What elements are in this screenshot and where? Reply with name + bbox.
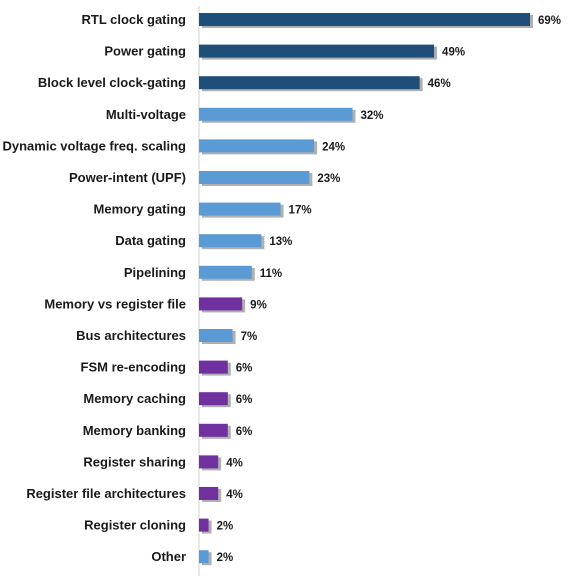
bar [199,107,353,121]
value-label: 4% [226,489,243,501]
bar-row: Register file architectures 4% [26,486,243,502]
value-label: 13% [269,236,292,248]
category-label: RTL clock gating [82,12,187,27]
category-label: Other [151,549,186,564]
category-label: Data gating [115,233,186,248]
bar [199,76,420,90]
bar [199,171,310,184]
bar [199,297,243,311]
bar-row: Other 2% [151,549,234,566]
category-label: Memory vs register file [44,296,186,311]
bar [199,329,233,342]
bar-row: RTL clock gating 69% [82,12,561,28]
value-label: 4% [226,457,243,469]
bar-row: Register sharing 4% [83,454,243,471]
category-label: Memory caching [83,391,186,406]
bar [199,423,228,437]
bar-row: Memory gating 17% [94,202,312,218]
category-label: Register cloning [84,518,186,533]
value-label: 6% [236,394,253,406]
bar-row: Bus architectures 7% [76,328,257,344]
category-label: Block level clock-gating [38,75,186,90]
value-label: 49% [442,47,465,59]
bar-row: Block level clock-gating 46% [38,75,451,92]
category-label: Register file architectures [26,486,186,501]
bar [199,455,219,469]
value-label: 69% [538,15,561,27]
bar-row: Dynamic voltage freq. scaling 24% [2,138,345,155]
value-label: 17% [289,205,312,217]
value-label: 23% [317,173,340,185]
bar-row: Pipelining 11% [124,265,282,281]
bar [199,392,228,406]
category-label: Register sharing [83,454,186,469]
bar [199,139,315,153]
value-label: 2% [217,521,234,533]
bar [199,265,252,279]
value-label: 6% [236,426,253,438]
category-label: Bus architectures [76,328,186,343]
bar-row: Memory banking 6% [83,423,253,439]
bar [199,234,262,248]
value-label: 2% [217,552,234,564]
bar-row: FSM re-encoding 6% [81,360,253,376]
bar [199,44,435,58]
category-label: Dynamic voltage freq. scaling [2,138,186,153]
bar [199,487,219,500]
bar-row: Data gating 13% [115,233,292,250]
bar-row: Memory caching 6% [83,391,253,408]
value-label: 32% [361,110,384,122]
bar-row: Power gating 49% [104,44,465,60]
value-label: 24% [322,141,345,153]
category-label: Memory gating [94,202,187,217]
category-label: Power-intent (UPF) [69,170,186,185]
value-label: 7% [241,331,258,343]
bar-row: Register cloning 2% [84,518,233,534]
value-label: 6% [236,363,253,375]
bar [199,13,530,26]
value-label: 9% [250,299,267,311]
bar [199,550,209,564]
bar [199,518,209,532]
category-label: Multi-voltage [106,107,186,122]
chart-rows: RTL clock gating 69% Power gating 49% Block … [2,12,561,566]
bar [199,360,228,374]
category-label: Memory banking [83,423,186,438]
bar [199,202,281,216]
bar-row: Multi-voltage 32% [106,107,384,123]
category-label: Pipelining [124,265,186,280]
category-label: FSM re-encoding [81,360,187,375]
value-label: 11% [260,268,282,280]
value-label: 46% [428,78,451,90]
bar-row: Memory vs register file 9% [44,296,267,313]
category-label: Power gating [104,44,186,59]
bar-row: Power-intent (UPF) 23% [69,170,340,186]
